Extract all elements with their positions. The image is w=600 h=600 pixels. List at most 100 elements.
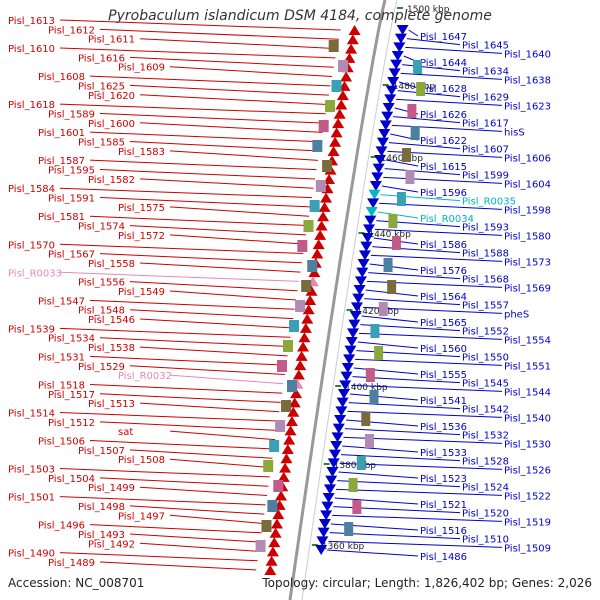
reverse-gene-arrow	[340, 371, 353, 382]
feature-block	[261, 520, 272, 532]
left-leader-line	[139, 178, 314, 189]
left-leader-line	[89, 131, 322, 143]
right-gene-label: Pisl_1638	[504, 75, 551, 86]
left-gene-label: Pisl_1595	[48, 166, 95, 177]
feature-block	[369, 390, 379, 404]
right-leader-line	[349, 393, 419, 401]
reverse-gene-arrow	[367, 198, 380, 209]
forward-gene-arrow	[333, 108, 346, 119]
feature-block	[297, 240, 308, 252]
left-leader-line	[89, 383, 283, 394]
feature-block	[325, 100, 336, 112]
feature-block	[322, 160, 333, 172]
right-gene-label: Pisl_1526	[504, 465, 551, 476]
feature-block	[275, 420, 286, 432]
reverse-gene-arrow	[348, 319, 361, 330]
right-leader-line	[344, 428, 461, 436]
feature-block	[269, 440, 280, 452]
tick-label: 1440 kbp	[368, 230, 411, 240]
reverse-gene-arrow	[379, 120, 392, 131]
left-gene-label: Pisl_1584	[8, 184, 55, 195]
left-leader-line	[99, 197, 311, 208]
forward-gene-arrow	[346, 34, 359, 45]
right-leader-line	[396, 98, 503, 106]
forward-gene-arrow	[287, 406, 300, 417]
right-gene-label: Pisl_1569	[504, 283, 551, 294]
left-leader-line	[99, 421, 277, 431]
feature-block	[318, 120, 329, 132]
left-leader-line	[99, 253, 302, 264]
forward-gene-arrow	[312, 239, 325, 250]
feature-block	[413, 60, 423, 74]
right-gene-label: Pisl_1617	[462, 119, 509, 130]
forward-gene-arrow	[290, 388, 303, 399]
genome-title: Pyrobaculum islandicum DSM 4184, complet…	[108, 8, 492, 24]
right-gene-label: Pisl_1560	[420, 344, 467, 355]
left-gene-label: Pisl_1501	[8, 493, 55, 504]
reverse-gene-arrow	[336, 397, 349, 408]
forward-gene-arrow	[265, 555, 278, 566]
reverse-gene-arrow	[353, 285, 366, 295]
right-gene-label: Pisl_1554	[504, 335, 551, 346]
left-leader-line	[129, 365, 285, 375]
reverse-gene-arrow	[354, 276, 367, 287]
left-leader-line	[169, 150, 319, 161]
right-gene-label: Pisl_1544	[504, 387, 551, 398]
feature-block	[344, 522, 354, 536]
right-leader-line	[348, 402, 461, 410]
left-leader-line	[59, 552, 258, 562]
tick-label: 1360 kbp	[322, 542, 365, 552]
left-leader-line	[99, 169, 316, 180]
reverse-gene-arrow	[345, 337, 358, 347]
right-gene-label: hisS	[504, 127, 525, 138]
feature-block	[283, 340, 294, 352]
forward-gene-arrow	[304, 295, 317, 305]
left-gene-label: Pisl_1513	[88, 399, 135, 410]
forward-gene-arrow	[308, 267, 321, 278]
forward-gene-arrow	[285, 416, 298, 427]
right-leader-line	[383, 176, 503, 184]
right-leader-line	[384, 168, 461, 176]
forward-gene-arrow	[288, 397, 301, 408]
right-gene-label: Pisl_1540	[504, 413, 551, 424]
feature-block	[303, 220, 314, 232]
reverse-gene-arrow	[327, 458, 340, 469]
reverse-gene-arrow	[375, 146, 388, 157]
right-leader-line	[339, 462, 503, 470]
left-leader-line	[99, 28, 339, 40]
forward-gene-arrow	[266, 546, 279, 557]
left-gene-label: Pisl_1529	[78, 362, 125, 373]
reverse-gene-arrow	[318, 519, 331, 529]
forward-gene-arrow	[275, 490, 288, 501]
forward-gene-arrow	[279, 462, 292, 473]
forward-gene-arrow	[311, 248, 324, 259]
tick-label: 1460 kbp	[381, 154, 424, 164]
forward-gene-arrow	[277, 471, 290, 482]
right-leader-line	[372, 246, 461, 254]
forward-gene-arrow	[292, 369, 305, 380]
left-gene-label: Pisl_1583	[118, 147, 165, 158]
left-gene-label: Pisl_1620	[88, 91, 135, 102]
forward-gene-arrow	[330, 127, 343, 138]
reverse-gene-arrow	[335, 406, 348, 417]
left-gene-label: Pisl_1587	[38, 156, 85, 167]
feature-block	[370, 324, 380, 338]
right-gene-label: Pisl_1530	[504, 439, 551, 450]
right-gene-label: Pisl_1629	[462, 93, 509, 104]
right-leader-line	[381, 185, 419, 193]
right-gene-label: Pisl_1626	[420, 110, 467, 121]
left-gene-label: Pisl_1503	[8, 465, 55, 476]
right-gene-label: Pisl_1510	[462, 535, 509, 546]
topology-summary: Topology: circular; Length: 1,826,402 bp…	[262, 576, 592, 590]
right-gene-label: Pisl_1593	[462, 223, 509, 234]
reverse-gene-arrow	[344, 345, 357, 356]
forward-gene-arrow	[317, 211, 330, 222]
feature-block	[405, 170, 415, 184]
reverse-gene-arrow	[381, 111, 394, 122]
left-gene-label: Pisl_1531	[38, 352, 85, 363]
reverse-gene-arrow	[326, 467, 339, 477]
left-leader-line	[89, 355, 287, 366]
left-leader-line	[59, 496, 266, 506]
right-gene-label: Pisl_1519	[504, 517, 551, 528]
right-gene-label: Pisl_1596	[420, 188, 467, 199]
